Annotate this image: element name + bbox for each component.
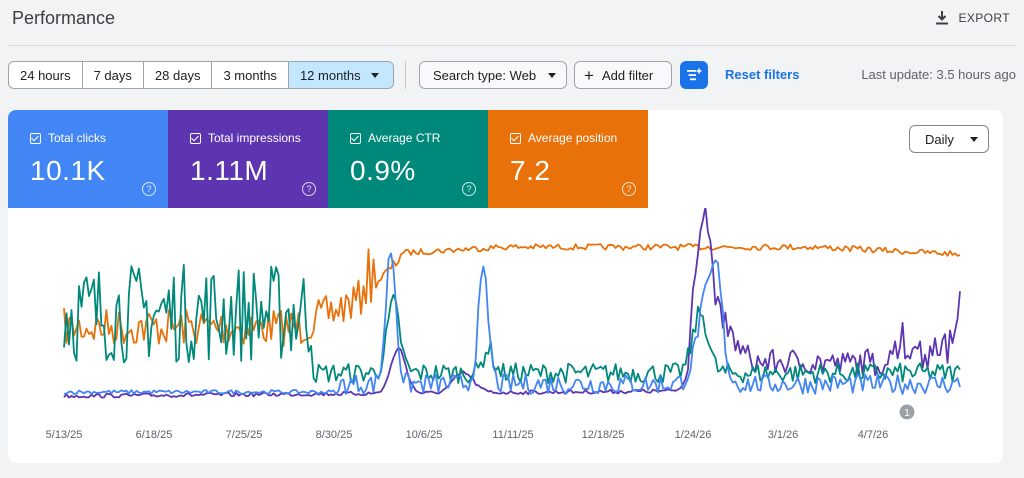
help-icon[interactable]: ?: [462, 182, 476, 196]
add-filter-button[interactable]: + Add filter: [574, 61, 672, 89]
annotation-marker-label: 1: [904, 408, 910, 419]
performance-chart[interactable]: 5/13/25 6/18/25 7/25/25 8/30/25 10/6/25 11/11…: [8, 208, 1003, 463]
series-line-average-position: [63, 243, 961, 347]
annotation-marker[interactable]: 1: [899, 404, 915, 420]
x-tick-label: 7/25/25: [226, 429, 263, 441]
checkbox-checked-icon[interactable]: [30, 132, 41, 144]
performance-card: Total clicks 10.1K ? Total impressions 1…: [8, 110, 1003, 463]
x-tick-label: 4/7/26: [858, 429, 889, 441]
top-bar: Performance EXPORT: [0, 0, 1024, 46]
filter-settings-button[interactable]: [680, 61, 708, 89]
x-tick-label: 3/1/26: [768, 429, 799, 441]
range-28-days[interactable]: 28 days: [144, 62, 213, 88]
metric-value: 0.9%: [350, 155, 416, 186]
add-filter-label: Add filter: [601, 67, 654, 83]
range-7-days[interactable]: 7 days: [83, 62, 144, 88]
x-tick-label: 6/18/25: [136, 429, 173, 441]
toolbar-separator: [405, 61, 406, 89]
help-icon[interactable]: ?: [302, 182, 316, 196]
page-title: Performance: [12, 8, 116, 28]
range-12-months[interactable]: 12 months: [288, 62, 393, 88]
search-type-label: Search type: Web: [433, 67, 537, 83]
chevron-down-icon: [970, 137, 978, 142]
metric-label: Average CTR: [368, 131, 441, 145]
x-tick-label: 1/24/26: [675, 429, 712, 441]
granularity-dropdown[interactable]: Daily: [909, 125, 989, 153]
plus-icon: +: [584, 65, 594, 85]
search-type-dropdown[interactable]: Search type: Web: [419, 61, 567, 89]
metric-value: 10.1K: [30, 155, 106, 186]
export-label: EXPORT: [958, 11, 1010, 25]
checkbox-checked-icon[interactable]: [510, 132, 521, 144]
x-tick-label: 5/13/25: [46, 429, 83, 441]
x-tick-label: 10/6/25: [406, 429, 443, 441]
filter-list-icon: [687, 68, 702, 81]
annotation-marker-circle: [899, 404, 915, 420]
series-line-average-ctr: [63, 264, 961, 384]
range-3-months[interactable]: 3 months: [212, 62, 289, 88]
metric-tile-average-ctr[interactable]: Average CTR 0.9% ?: [328, 110, 488, 208]
metric-value: 1.11M: [190, 155, 269, 186]
chevron-down-icon: [548, 73, 556, 78]
export-button[interactable]: EXPORT: [934, 8, 1010, 28]
metric-tile-total-impressions[interactable]: Total impressions 1.11M ?: [168, 110, 328, 208]
metric-value: 7.2: [510, 155, 551, 186]
series-line-total-impressions: [63, 208, 961, 399]
help-icon[interactable]: ?: [142, 182, 156, 196]
x-tick-label: 12/18/25: [582, 429, 625, 441]
chevron-down-icon: [370, 72, 379, 78]
date-range-selector: 24 hours 7 days 28 days 3 months 12 mont…: [8, 61, 394, 89]
metric-label: Average position: [528, 131, 618, 145]
range-12-months-label: 12 months: [299, 67, 361, 83]
granularity-label: Daily: [925, 131, 954, 147]
reset-filters-link[interactable]: Reset filters: [725, 67, 800, 82]
metric-tile-average-position[interactable]: Average position 7.2 ?: [488, 110, 648, 208]
x-tick-label: 8/30/25: [316, 429, 353, 441]
checkbox-checked-icon[interactable]: [190, 132, 201, 144]
help-icon[interactable]: ?: [622, 182, 636, 196]
metric-label: Total clicks: [48, 131, 107, 145]
x-tick-label: 11/11/25: [492, 429, 533, 441]
metric-label: Total impressions: [208, 131, 301, 145]
range-24-hours[interactable]: 24 hours: [9, 62, 83, 88]
checkbox-checked-icon[interactable]: [350, 132, 361, 144]
download-icon: [936, 11, 949, 25]
series-line-total-clicks: [63, 252, 961, 395]
header-divider: [8, 45, 1016, 46]
last-update-text: Last update: 3.5 hours ago: [861, 67, 1016, 82]
metric-tile-total-clicks[interactable]: Total clicks 10.1K ?: [8, 110, 168, 208]
